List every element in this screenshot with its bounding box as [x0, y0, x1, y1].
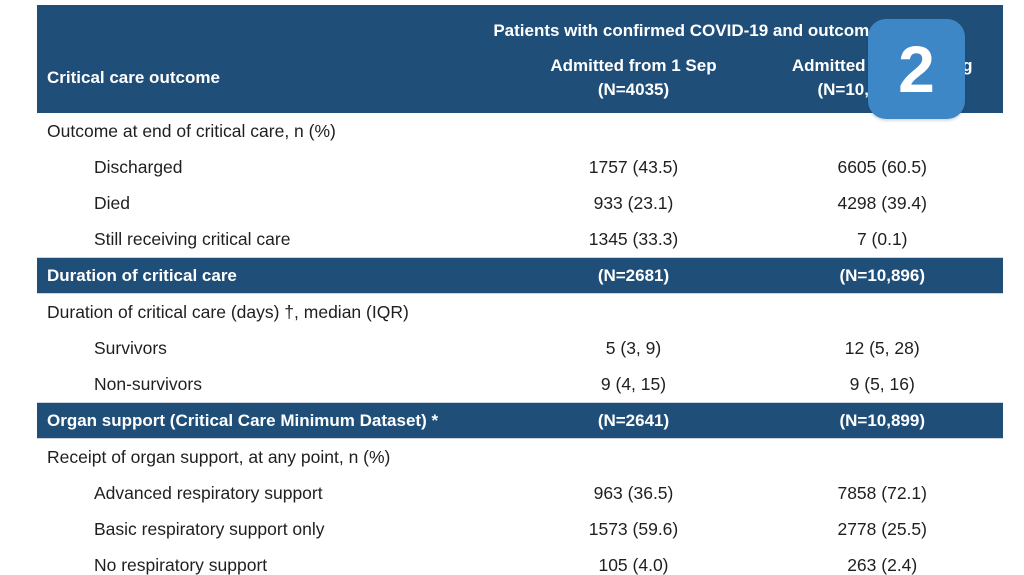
- table-row-advanced-respiratory: Advanced respiratory support 963 (36.5) …: [37, 475, 1003, 511]
- critical-care-outcomes-table: Patients with confirmed COVID-19 and out…: [37, 5, 1003, 575]
- section-band-duration: Duration of critical care (N=2681) (N=10…: [37, 257, 1003, 294]
- row-label: Duration of critical care (days) †, medi…: [47, 301, 409, 322]
- section-n-col3: (N=10,896): [839, 265, 925, 285]
- row-label: Survivors: [94, 337, 167, 358]
- table-row-duration-group: Duration of critical care (days) †, medi…: [37, 294, 1003, 330]
- column-header-outcome: Critical care outcome: [47, 68, 220, 87]
- column-header-admitted-from-1-sep: Admitted from 1 Sep (N=4035): [506, 43, 762, 113]
- section-label: Duration of critical care: [47, 265, 237, 285]
- section-band-organ-support: Organ support (Critical Care Minimum Dat…: [37, 402, 1003, 439]
- table-row-outcome-group: Outcome at end of critical care, n (%): [37, 113, 1003, 149]
- table-row-non-survivors: Non-survivors 9 (4, 15) 9 (5, 16): [37, 366, 1003, 402]
- row-label: Non-survivors: [94, 373, 202, 394]
- column-header-admitted-from-1-sep-label: Admitted from 1 Sep: [550, 56, 717, 75]
- row-label: Died: [94, 192, 130, 213]
- value-col2: 933 (23.1): [593, 192, 674, 213]
- section-n-col2: (N=2641): [597, 410, 670, 430]
- row-label: No respiratory support: [94, 554, 268, 575]
- column-header-row: Critical care outcome Admitted from 1 Se…: [37, 43, 1003, 113]
- value-col3: 7858 (72.1): [837, 482, 927, 503]
- value-col3: 4298 (39.4): [837, 192, 927, 213]
- value-col2: 9 (4, 15): [600, 373, 667, 394]
- section-label: Organ support (Critical Care Minimum Dat…: [47, 410, 439, 430]
- table-header: Patients with confirmed COVID-19 and out…: [37, 5, 1003, 113]
- value-col2: 5 (3, 9): [605, 337, 662, 358]
- row-label: Receipt of organ support, at any point, …: [47, 446, 391, 467]
- table-title: Patients with confirmed COVID-19 and out…: [493, 21, 953, 40]
- value-col3: 6605 (60.5): [837, 156, 927, 177]
- value-col3: 2778 (25.5): [837, 518, 927, 539]
- section-n-col2: (N=2681): [597, 265, 670, 285]
- table-row-still-receiving: Still receiving critical care 1345 (33.3…: [37, 221, 1003, 257]
- value-col2: 1573 (59.6): [588, 518, 679, 539]
- column-header-admitted-from-1-sep-n: (N=4035): [597, 80, 670, 99]
- row-label: Outcome at end of critical care, n (%): [47, 120, 336, 141]
- annotation-number-badge: 2: [868, 19, 965, 119]
- table-row-receipt-group: Receipt of organ support, at any point, …: [37, 439, 1003, 475]
- table-row-basic-respiratory: Basic respiratory support only 1573 (59.…: [37, 511, 1003, 547]
- table-row-discharged: Discharged 1757 (43.5) 6605 (60.5): [37, 149, 1003, 185]
- row-label: Basic respiratory support only: [94, 518, 325, 539]
- value-col2: 1345 (33.3): [588, 228, 679, 249]
- section-n-col3: (N=10,899): [839, 410, 925, 430]
- table-row-no-respiratory: No respiratory support 105 (4.0) 263 (2.…: [37, 547, 1003, 575]
- value-col3: 263 (2.4): [847, 554, 918, 575]
- table-row-died: Died 933 (23.1) 4298 (39.4): [37, 185, 1003, 221]
- row-label: Still receiving critical care: [94, 228, 291, 249]
- row-label: Advanced respiratory support: [94, 482, 323, 503]
- table-header-title-row: Patients with confirmed COVID-19 and out…: [37, 5, 1003, 43]
- value-col3: 12 (5, 28): [844, 337, 920, 358]
- value-col3: 7 (0.1): [856, 228, 908, 249]
- value-col2: 1757 (43.5): [588, 156, 679, 177]
- row-label: Discharged: [94, 156, 183, 177]
- value-col2: 105 (4.0): [598, 554, 669, 575]
- table-row-survivors: Survivors 5 (3, 9) 12 (5, 28): [37, 330, 1003, 366]
- value-col3: 9 (5, 16): [849, 373, 915, 394]
- value-col2: 963 (36.5): [593, 482, 674, 503]
